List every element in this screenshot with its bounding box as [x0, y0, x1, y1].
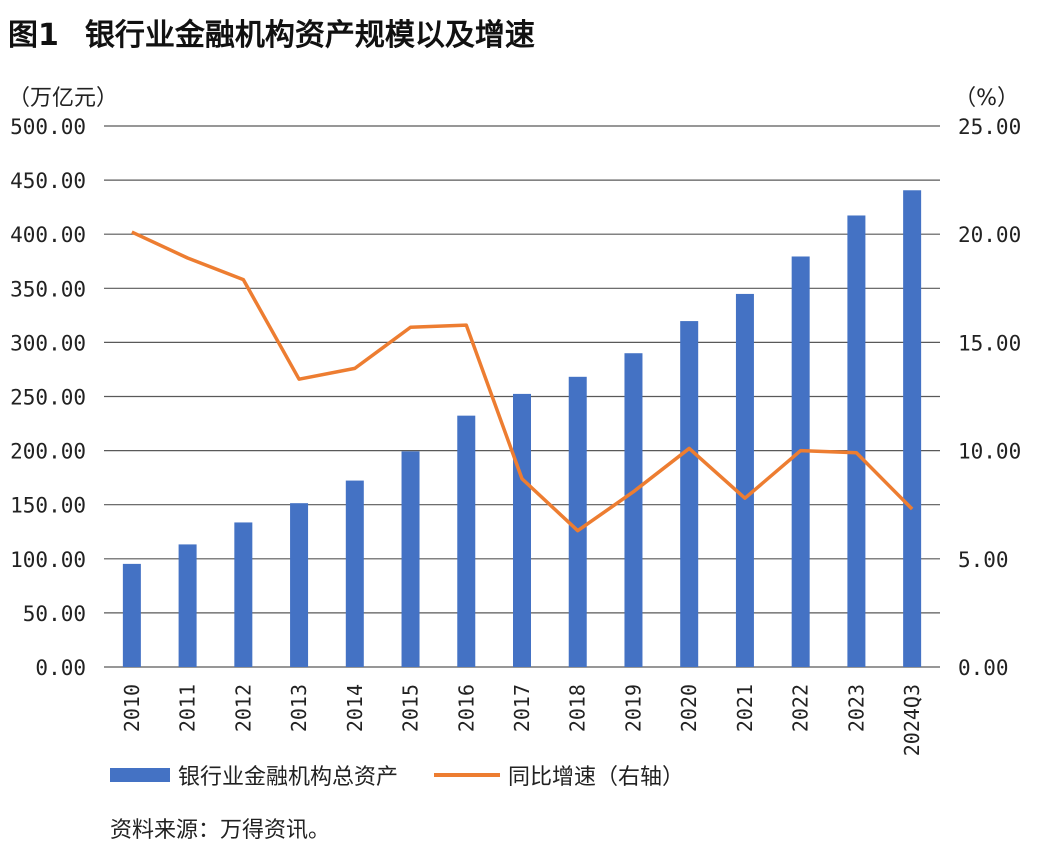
bar: [457, 415, 476, 667]
legend-label-assets: 银行业金融机构总资产: [178, 765, 399, 790]
right-tick-label: 0.00: [958, 656, 1009, 680]
left-tick-label: 50.00: [23, 602, 86, 626]
legend-item-assets: 银行业金融机构总资产: [110, 759, 398, 791]
left-axis-unit: （万亿元）: [8, 86, 119, 111]
legend-item-growth: 同比增速（右轴）: [434, 759, 684, 791]
bar-series: [122, 190, 922, 668]
bar: [568, 376, 587, 667]
bar: [122, 563, 141, 667]
category-axis-labels: 2010 2011 2012 2013 2014 2015 2016 2017 2018 2019…: [120, 684, 924, 756]
bar: [513, 393, 531, 667]
bar: [345, 480, 364, 667]
line-series: [131, 230, 914, 533]
bar: [847, 215, 866, 668]
left-tick-label: 0.00: [35, 656, 86, 680]
category-label: 2012: [231, 684, 255, 732]
category-label: 2017: [510, 684, 534, 732]
left-axis-ticks: 0.00 50.00 100.00 150.00 200.00 250.00 300.00 3…: [10, 115, 86, 680]
category-label: 2015: [399, 684, 423, 732]
category-label: 2024Q3: [900, 684, 924, 756]
left-tick-label: 400.00: [10, 223, 86, 247]
bar: [791, 256, 810, 667]
left-tick-label: 250.00: [10, 386, 86, 410]
left-tick-label: 350.00: [10, 277, 86, 301]
category-label: 2010: [120, 684, 144, 732]
figure-title-text: 银行业金融机构资产规模以及增速: [84, 18, 535, 53]
bar: [735, 293, 754, 667]
category-label: 2019: [621, 684, 645, 732]
left-tick-label: 100.00: [10, 548, 86, 572]
left-tick-label: 200.00: [10, 440, 86, 464]
category-label: 2023: [844, 684, 868, 732]
legend-swatch-bar: [110, 768, 170, 782]
bar: [680, 321, 699, 667]
right-tick-label: 5.00: [958, 548, 1009, 572]
category-label: 2013: [287, 684, 311, 732]
figure-number: 图1: [8, 18, 59, 53]
left-tick-label: 450.00: [10, 169, 86, 193]
bar: [234, 522, 253, 667]
right-axis-ticks: 0.00 5.00 10.00 15.00 20.00 25.00: [958, 115, 1021, 680]
bar: [624, 353, 643, 667]
right-axis-unit: （%）: [954, 86, 1019, 111]
legend: 银行业金融机构总资产 同比增速（右轴）: [110, 758, 720, 792]
right-tick-label: 25.00: [958, 115, 1021, 139]
category-label: 2011: [176, 684, 200, 732]
left-tick-label: 500.00: [10, 115, 86, 139]
bar: [401, 451, 420, 667]
bar: [178, 544, 197, 667]
category-label: 2014: [343, 684, 367, 732]
right-tick-label: 10.00: [958, 440, 1021, 464]
legend-label-growth: 同比增速（右轴）: [508, 765, 685, 790]
right-tick-label: 15.00: [958, 331, 1021, 355]
bar: [290, 503, 309, 667]
bar: [903, 190, 922, 667]
category-label: 2020: [677, 684, 701, 732]
category-label: 2022: [789, 684, 813, 732]
figure-title: 图1 银行业金融机构资产规模以及增速: [8, 10, 535, 54]
category-label: 2016: [454, 684, 478, 732]
category-label: 2021: [733, 684, 757, 732]
left-tick-label: 300.00: [10, 331, 86, 355]
right-tick-label: 20.00: [958, 223, 1021, 247]
left-tick-label: 150.00: [10, 494, 86, 518]
legend-swatch-line: [434, 773, 501, 777]
category-label: 2018: [566, 684, 590, 732]
source-note: 资料来源：万得资讯。: [110, 818, 331, 843]
